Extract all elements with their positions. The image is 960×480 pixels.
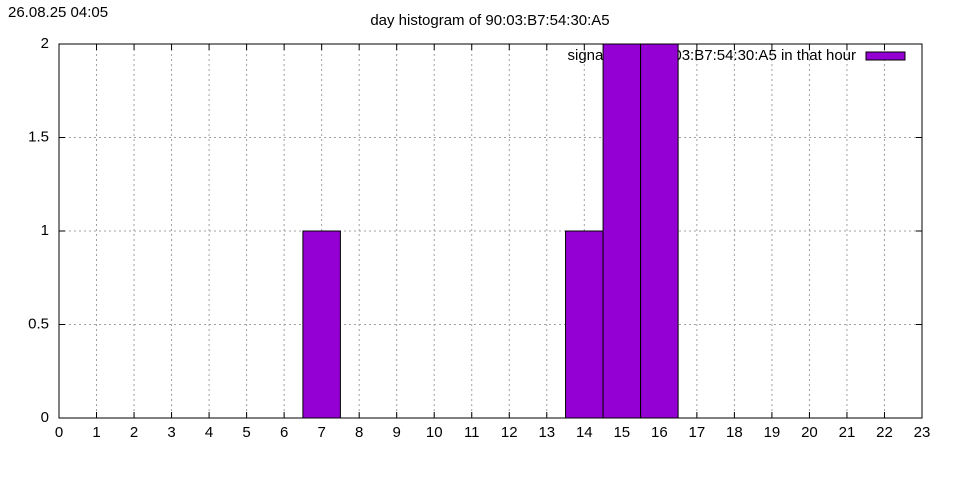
y-tick-label: 2 (41, 35, 49, 52)
x-tick-label: 8 (355, 424, 363, 441)
x-tick-label: 6 (280, 424, 288, 441)
x-tick-label: 15 (613, 424, 630, 441)
x-tick-label: 10 (426, 424, 443, 441)
x-tick-label: 4 (205, 424, 213, 441)
x-tick-label: 1 (92, 424, 100, 441)
y-tick-label: 1 (41, 222, 49, 239)
x-tick-label: 17 (689, 424, 706, 441)
x-tick-label: 14 (576, 424, 593, 441)
y-tick-label: 1.5 (28, 128, 49, 145)
bar (302, 230, 341, 419)
bar (602, 43, 642, 419)
timestamp: 26.08.25 04:05 (8, 4, 108, 21)
x-tick-label: 18 (726, 424, 743, 441)
x-tick-label: 5 (242, 424, 250, 441)
bar (640, 43, 679, 419)
x-tick-label: 21 (839, 424, 856, 441)
y-tick-label: 0.5 (28, 315, 49, 332)
x-tick-label: 7 (317, 424, 325, 441)
x-tick-label: 2 (130, 424, 138, 441)
plot-border (58, 43, 923, 419)
x-tick-label: 11 (464, 424, 480, 441)
x-tick-label: 23 (914, 424, 931, 441)
x-tick-label: 20 (801, 424, 818, 441)
x-tick-label: 22 (876, 424, 893, 441)
legend-swatch (865, 51, 906, 61)
bar (565, 230, 604, 419)
x-tick-label: 13 (538, 424, 555, 441)
chart-title: day histogram of 90:03:B7:54:30:A5 (370, 12, 609, 29)
x-tick-label: 3 (167, 424, 175, 441)
x-tick-label: 12 (501, 424, 518, 441)
x-tick-label: 19 (764, 424, 781, 441)
x-tick-label: 9 (393, 424, 401, 441)
x-tick-label: 0 (55, 424, 63, 441)
y-tick-label: 0 (41, 409, 49, 426)
x-tick-label: 16 (651, 424, 668, 441)
